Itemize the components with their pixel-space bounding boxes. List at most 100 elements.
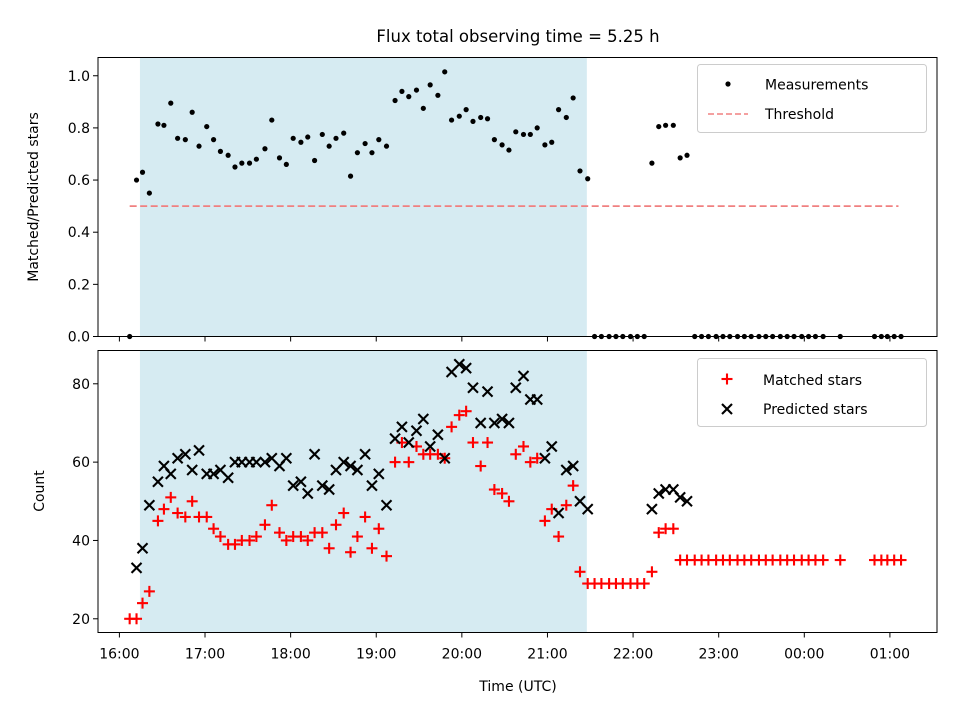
predicted-star-point <box>510 381 522 394</box>
measurement-point <box>456 113 462 119</box>
measurement-point <box>210 137 217 143</box>
measurement-point <box>354 150 361 156</box>
measurement-point <box>563 114 569 121</box>
measurement-point <box>577 168 583 174</box>
predicted-star-point <box>366 479 378 492</box>
top-ytick-label: 0.8 <box>68 121 90 137</box>
measurement-point <box>305 134 311 140</box>
top-panel-x-ticks <box>118 336 891 342</box>
measurement-point <box>463 107 469 113</box>
predicted-star-point <box>323 483 335 496</box>
top-ytick-label: 0.6 <box>68 173 90 189</box>
measurement-point <box>225 152 231 158</box>
matched-star-point <box>567 480 579 492</box>
top-panel-shaded-span <box>139 57 587 337</box>
measurement-point <box>491 137 497 143</box>
matched-star-point <box>510 448 522 460</box>
measurement-point <box>175 135 181 141</box>
measurement-point <box>290 135 296 141</box>
measurement-point <box>333 135 339 141</box>
matched-star-point <box>345 546 357 558</box>
measurement-point <box>369 150 375 156</box>
predicted-star-point <box>438 452 451 464</box>
matched-star-point <box>646 566 658 578</box>
top-panel-y-label: Matched/Predicted stars <box>26 112 42 282</box>
predicted-star-point <box>222 472 234 484</box>
measurement-point <box>420 105 426 111</box>
matched-star-point <box>403 456 415 468</box>
predicted-star-point <box>681 495 693 508</box>
predicted-star-point <box>531 393 543 406</box>
matched-star-point <box>359 511 371 523</box>
measurement-point <box>362 140 368 147</box>
measurement-point <box>656 123 662 130</box>
matched-star-point <box>131 613 143 625</box>
matched-star-point <box>172 507 184 519</box>
measurement-point <box>520 131 527 138</box>
predicted-star-point <box>308 448 321 461</box>
matched-star-point <box>373 523 385 535</box>
bottom-legend-frame <box>697 358 927 427</box>
xtick-label: 01:00 <box>870 647 910 663</box>
predicted-legend-glyph <box>721 403 733 415</box>
matched-star-point <box>482 437 494 449</box>
matched-star-point <box>330 519 342 531</box>
matched-star-point <box>214 531 226 543</box>
measurement-point <box>448 117 455 123</box>
measurement-point <box>534 125 540 131</box>
predicted-star-point <box>250 456 263 468</box>
measurement-point <box>253 156 259 162</box>
measurement-point <box>663 122 669 128</box>
predicted-star-point <box>165 468 177 480</box>
matched-stars-legend-label: Matched stars <box>763 373 862 389</box>
measurement-point <box>427 82 433 88</box>
measurement-point <box>146 190 152 196</box>
matched-star-point <box>475 460 487 472</box>
predicted-star-point <box>581 503 594 515</box>
predicted-stars-legend-marker <box>721 403 733 415</box>
matched-star-point <box>574 566 586 578</box>
matched-star-point <box>137 597 149 609</box>
predicted-star-point <box>539 452 551 464</box>
predicted-star-point <box>259 456 271 468</box>
predicted-star-point <box>207 468 220 480</box>
bottom-panel: 20 40 60 80 16:00 17:00 18:00 19:00 20:00 21:00 2… <box>32 350 938 695</box>
matched-star-point <box>638 578 650 590</box>
matched-star-point <box>244 534 256 546</box>
matched-star-point <box>165 491 177 503</box>
predicted-star-point <box>496 413 508 425</box>
threshold-legend-label: Threshold <box>764 107 834 123</box>
predicted-star-point <box>143 499 156 511</box>
predicted-star-point <box>351 464 364 476</box>
measurement-point <box>139 169 146 175</box>
bottom-panel-y-axis: 20 40 60 80 <box>72 377 98 628</box>
predicted-star-point <box>410 425 423 437</box>
top-ytick-label: 0.0 <box>68 330 90 346</box>
measurement-point <box>442 69 448 75</box>
predicted-star-point <box>344 460 357 472</box>
measurement-point <box>155 121 161 127</box>
matched-star-point <box>667 523 679 535</box>
predicted-star-point <box>453 358 466 370</box>
measurement-point <box>189 109 195 115</box>
predicted-star-point <box>280 452 293 464</box>
predicted-star-point <box>359 448 371 461</box>
bottom-panel-x-axis: 16:00 17:00 18:00 19:00 20:00 21:00 22:00 23:00… <box>99 632 910 663</box>
measurement-point <box>585 176 591 182</box>
measurement-point <box>269 117 275 123</box>
matched-star-point <box>316 527 328 539</box>
measurement-point <box>341 130 347 136</box>
matched-star-point <box>323 542 335 554</box>
measurement-point <box>232 164 238 170</box>
predicted-star-point <box>481 385 494 398</box>
matched-star-point <box>834 554 846 566</box>
matched-star-point <box>186 495 198 507</box>
measurement-point <box>298 139 304 145</box>
measurement-point <box>326 143 332 149</box>
predicted-star-point <box>373 468 385 480</box>
predicted-star-point <box>424 440 436 453</box>
matched-star-point <box>229 538 241 550</box>
matched-star-point <box>817 554 829 566</box>
predicted-star-point <box>287 479 299 492</box>
matched-star-point <box>295 531 307 543</box>
